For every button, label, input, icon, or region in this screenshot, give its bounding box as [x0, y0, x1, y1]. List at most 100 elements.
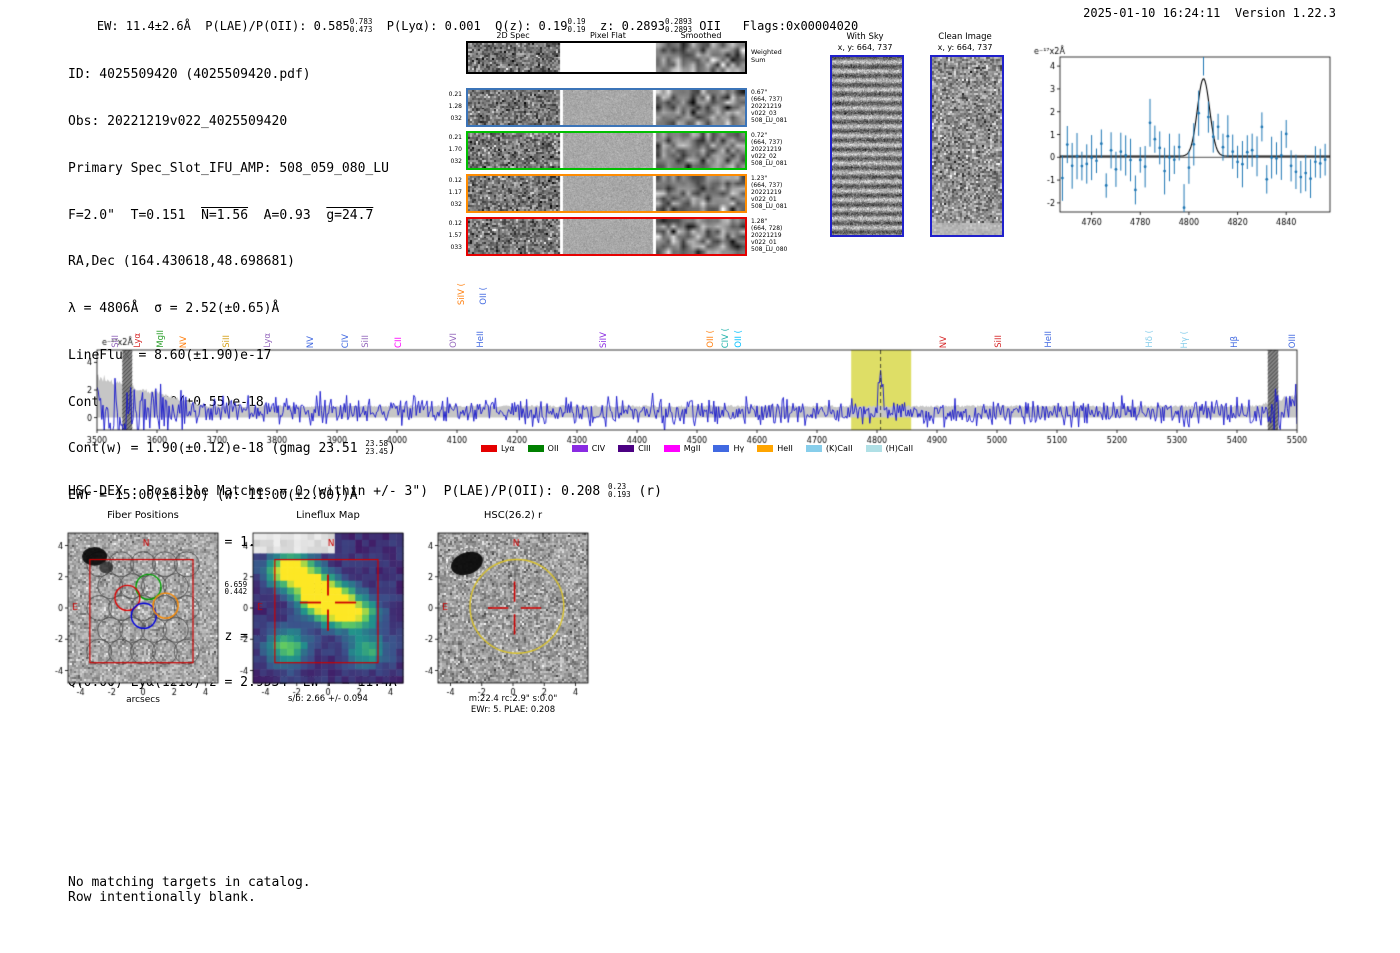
- legend-item: OII: [527, 444, 559, 453]
- emission-line-label: OVI: [449, 333, 460, 348]
- emission-line-label: HeII: [476, 331, 487, 348]
- col-header-smoothed: Smoothed: [680, 31, 722, 40]
- info-radec: RA,Dec (164.430618,48.698681): [68, 254, 295, 270]
- header-seg1: EW: 11.4±2.6Å P(LAE)/P(OII): 0.585: [96, 19, 350, 33]
- cutout-right-labels: 0.72" (664, 737) 20221219 v022_02 508_LU_081: [751, 132, 788, 167]
- cutout-right-labels: 1.23" (664, 737) 20221219 v022_01 508_LU_081: [751, 175, 788, 210]
- emission-line-label: OII (: [734, 330, 745, 348]
- legend-swatch: [571, 445, 588, 452]
- hsc-magnitude-caption: m:22.4 rc:2.9" s:0.0": [468, 694, 558, 704]
- lineflux-map-plot: [225, 523, 415, 708]
- legend-label: Hγ: [733, 444, 745, 453]
- with-sky-coords: x, y: 664, 737: [837, 43, 893, 52]
- legend-item: CIII: [618, 444, 651, 453]
- header-seg2: P(Lyα): 0.001 Q(z): 0.19: [372, 19, 568, 33]
- legend-item: (K)CaII: [805, 444, 853, 453]
- cutout-row: [466, 88, 747, 127]
- emission-line-label: NV: [938, 335, 949, 348]
- legend-label: CIII: [638, 444, 651, 453]
- legend-label: HeII: [777, 444, 793, 453]
- info-id: ID: 4025509420 (4025509420.pdf): [68, 67, 311, 83]
- emission-line-label: OII (: [706, 330, 716, 348]
- fiber-positions-title: Fiber Positions: [107, 510, 179, 521]
- emission-line-label: SiII: [221, 335, 232, 348]
- cutout-left-labels: 0.12 1.17 032: [448, 177, 462, 208]
- legend-label: MgII: [683, 444, 701, 453]
- emission-line-label: Hγ (: [1180, 330, 1190, 348]
- with-sky-image: [830, 55, 904, 237]
- emission-line-label: SiIV: [599, 331, 610, 348]
- legend-swatch: [527, 445, 544, 452]
- info-obs: Obs: 20221219v022_4025509420: [68, 113, 288, 129]
- legend-item: (H)CaII: [865, 444, 914, 453]
- legend-item: Hγ: [713, 444, 744, 453]
- header-seg4: OII Flags:0x00004020: [692, 19, 859, 33]
- legend-label: Lyα: [500, 444, 515, 453]
- cutout-left-labels: 0.12 1.57 033: [448, 220, 462, 251]
- emission-line-label: OIII: [1288, 333, 1298, 348]
- z-fraction: 0.2893 0.2893: [664, 17, 693, 34]
- hsc-image-title: HSC(26.2) r: [483, 510, 543, 521]
- hsc-plae-fraction: 0.23 0.193: [608, 482, 631, 499]
- lineflux-map-title: Lineflux Map: [296, 510, 360, 521]
- clean-image: [930, 55, 1004, 237]
- emission-line-label: NV: [305, 335, 316, 348]
- plae-fraction: 0.783 0.473: [349, 17, 373, 34]
- emission-line-label: Hβ: [1229, 336, 1240, 348]
- cutout-row: [466, 131, 747, 170]
- legend-label: OII: [547, 444, 559, 453]
- spectrum-legend: Lyα OII CIV CIII MgII Hγ HeII (K)CaII (H)CaII: [97, 444, 1297, 453]
- header-seg3: z: 0.2893: [585, 19, 665, 33]
- legend-swatch: [805, 445, 822, 452]
- cutout-stamps: [468, 133, 745, 168]
- emission-line-label: SiII: [361, 335, 371, 348]
- legend-item: HeII: [757, 444, 793, 453]
- emission-line-label: HeII: [1043, 331, 1054, 348]
- lineflux-map-caption: s/b: 2.66 +/- 0.094: [288, 694, 368, 704]
- legend-item: CIV: [571, 444, 605, 453]
- info-wavelength: λ = 4806Å σ = 2.52(±0.65)Å: [68, 301, 280, 317]
- header-summary-line: EW: 11.4±2.6Å P(LAE)/P(OII): 0.585 0.783 0…: [68, 5, 858, 48]
- col-header-2dspec: 2D Spec: [496, 31, 530, 40]
- cutout-stamps: [468, 43, 745, 72]
- cutout-right-labels: Weighted Sum: [751, 48, 782, 64]
- emission-line-label: MgII: [155, 330, 166, 348]
- cutout-stamps: [468, 90, 745, 125]
- legend-label: (K)CaII: [825, 444, 853, 453]
- cutout-right-labels: 1.28" (664, 728) 20221219 v022_01 508_LU_080: [751, 218, 788, 253]
- emission-line-label: NV: [179, 335, 190, 348]
- emission-line-label: Lyα: [263, 333, 274, 348]
- legend-item: Lyα: [480, 444, 515, 453]
- emission-line-label: CII: [394, 337, 404, 348]
- legend-item: MgII: [663, 444, 701, 453]
- legend-swatch: [663, 445, 680, 452]
- info-primary-spec: Primary Spec_Slot_IFU_AMP: 508_059_080_L…: [68, 160, 389, 176]
- hsc-ewr-plae-caption: EWr: 5. PLAE: 0.208: [470, 705, 556, 715]
- emission-line-label: CIV (: [721, 327, 731, 348]
- legend-swatch: [865, 445, 882, 452]
- no-match-note: No matching targets in catalog.: [68, 875, 311, 890]
- emission-line-label: CIV: [341, 333, 352, 348]
- qz-fraction: 0.19 0.19: [567, 17, 586, 34]
- legend-swatch: [757, 445, 774, 452]
- cutout-right-labels: 0.67" (664, 737) 20221219 v022_03 508_LU_081: [751, 89, 788, 124]
- legend-swatch: [618, 445, 635, 452]
- clean-image-title: Clean Image: [938, 32, 992, 42]
- legend-label: (H)CaII: [885, 444, 914, 453]
- emission-line-label: SiIV (: [457, 282, 467, 305]
- legend-swatch: [480, 445, 497, 452]
- emission-line-label: SiII: [110, 335, 121, 348]
- cutout-row: [466, 174, 747, 213]
- line-fit-zoom-plot: [1030, 42, 1340, 237]
- emission-line-label: Lyα: [133, 333, 143, 348]
- info-frame-stats: F=2.0" T=0.151 N=1.56 A=0.93 g=24.7: [68, 207, 374, 223]
- legend-swatch: [713, 445, 730, 452]
- emission-line-label: Hδ (: [1145, 330, 1156, 348]
- hsc-image-plot: [410, 523, 600, 708]
- info-ewr: EWr = 15.00(±6.20) (w: 11.00(±2.60))Å: [68, 488, 358, 504]
- fiber-positions-plot: [40, 523, 230, 708]
- full-spectrum-plot: [60, 330, 1340, 460]
- cutout-left-labels: 0.21 1.28 032: [448, 91, 462, 122]
- cutout-row: [466, 217, 747, 256]
